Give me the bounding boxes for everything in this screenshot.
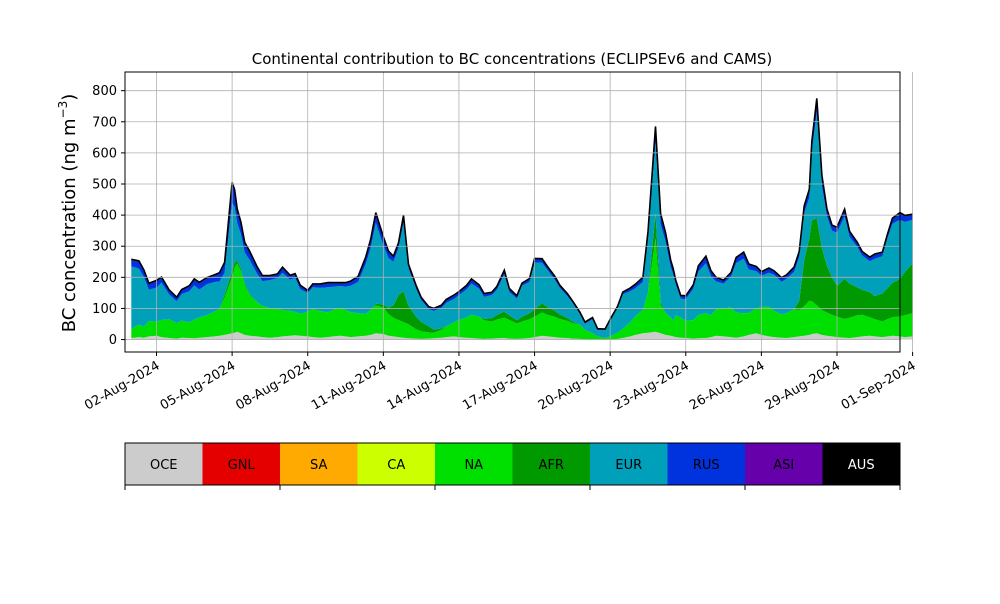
legend-swatch-asi	[745, 443, 823, 485]
legend-label-rus: RUS	[693, 458, 720, 473]
x-tick-label: 05-Aug-2024	[158, 358, 238, 413]
legend-label-eur: EUR	[615, 458, 642, 473]
legend-swatch-oce	[125, 443, 203, 485]
y-tick-label: 700	[92, 115, 117, 130]
plot-area	[131, 98, 913, 340]
x-tick-label: 26-Aug-2024	[687, 358, 767, 413]
y-axis: 0 100 200 300 400 500 600 700 800	[92, 84, 125, 348]
legend-swatch-rus	[667, 443, 745, 485]
y-tick-label: 100	[92, 302, 117, 317]
y-tick-label: 300	[92, 240, 117, 255]
legend-swatch-ca	[357, 443, 435, 485]
grid-lines	[124, 71, 914, 353]
area-oce	[131, 331, 913, 340]
legend-swatch-na	[435, 443, 513, 485]
legend-label-gnl: GNL	[228, 458, 256, 473]
x-tick-label: 01-Sep-2024	[839, 358, 919, 413]
legend-label-afr: AFR	[539, 458, 564, 473]
legend-label-sa: SA	[310, 458, 327, 473]
legend-label-asi: ASI	[773, 458, 794, 473]
legend-label-aus: AUS	[848, 458, 875, 473]
legend-label-ca: CA	[387, 458, 405, 473]
legend-swatch-sa	[280, 443, 358, 485]
y-tick-label: 0	[109, 333, 117, 348]
legend-label-na: NA	[464, 458, 483, 473]
y-tick-label: 600	[92, 146, 117, 161]
x-tick-label: 17-Aug-2024	[460, 358, 540, 413]
y-tick-label: 400	[92, 209, 117, 224]
x-tick-label: 14-Aug-2024	[385, 358, 465, 413]
area-na	[131, 238, 913, 340]
x-tick-label: 29-Aug-2024	[763, 358, 843, 413]
legend-swatch-aus	[822, 443, 900, 485]
y-tick-label: 800	[92, 84, 117, 99]
x-tick-label: 20-Aug-2024	[536, 358, 616, 413]
x-tick-label: 08-Aug-2024	[233, 358, 313, 413]
x-tick-label: 23-Aug-2024	[611, 358, 691, 413]
chart-title: Continental contribution to BC concentra…	[252, 50, 773, 68]
legend-swatch-gnl	[202, 443, 280, 485]
legend-swatch-afr	[512, 443, 590, 485]
total-outline	[131, 98, 913, 330]
legend-swatch-eur	[590, 443, 668, 485]
legend-label-oce: OCE	[150, 458, 178, 473]
legend: OCE GNL SA CA NA AFR EUR RUS ASI AUS	[124, 442, 901, 490]
legend-frame	[124, 442, 901, 486]
x-tick-label: 11-Aug-2024	[309, 358, 389, 413]
area-eur	[131, 112, 913, 339]
y-tick-label: 200	[92, 271, 117, 286]
x-axis: 02-Aug-202405-Aug-202408-Aug-202411-Aug-…	[82, 352, 919, 414]
y-tick-label: 500	[92, 178, 117, 193]
plot-frame	[124, 71, 901, 353]
y-axis-label: BC concentration (ng m−3)	[56, 94, 80, 333]
x-tick-label: 02-Aug-2024	[82, 358, 162, 413]
